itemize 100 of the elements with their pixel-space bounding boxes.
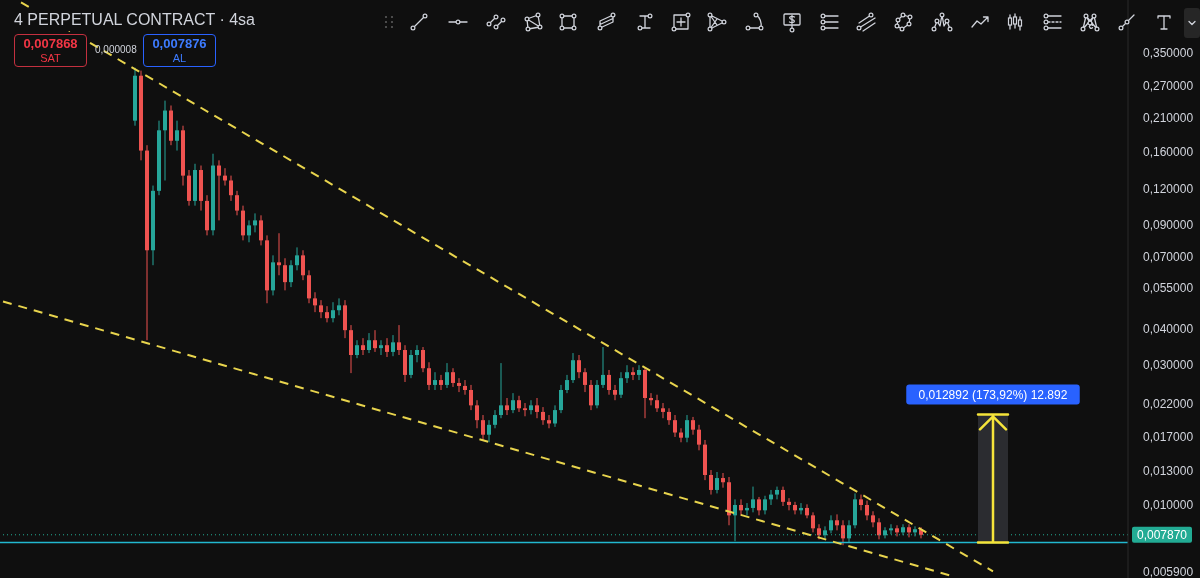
candlestick xyxy=(589,379,593,411)
candlestick xyxy=(793,501,797,515)
candlestick xyxy=(217,159,221,221)
candlestick xyxy=(487,419,491,443)
text: 4 PERPETUAL CONTRACT · 4sa xyxy=(10,9,259,31)
candlestick xyxy=(763,495,767,515)
candlestick xyxy=(409,349,413,379)
price-tag: 0,007870 xyxy=(1132,526,1192,543)
candlestick xyxy=(469,384,473,411)
candlestick xyxy=(553,404,557,428)
candlestick xyxy=(313,291,317,313)
y-tick-label: 0,013000 xyxy=(1143,464,1194,479)
candlestick xyxy=(805,503,809,519)
candlestick xyxy=(421,346,425,373)
candlestick xyxy=(637,364,641,381)
candlestick xyxy=(319,299,323,319)
candlestick xyxy=(739,498,743,516)
candlestick xyxy=(499,362,503,419)
candlestick xyxy=(685,414,689,443)
y-tick-label: 0,030000 xyxy=(1143,358,1194,373)
y-tick-label: 0,022000 xyxy=(1143,397,1194,412)
y-tick-label: 0,160000 xyxy=(1143,145,1194,160)
candlestick xyxy=(337,297,341,316)
candlestick xyxy=(859,494,863,511)
candlestick xyxy=(451,367,455,388)
candlestick xyxy=(289,259,293,288)
candlestick xyxy=(247,219,251,243)
candlestick xyxy=(583,367,587,393)
candlestick xyxy=(433,371,437,391)
candlestick xyxy=(559,384,563,414)
candlestick xyxy=(307,269,311,304)
candlestick xyxy=(577,354,581,379)
y-tick-label: 0,017000 xyxy=(1143,430,1194,445)
candlestick xyxy=(301,249,305,281)
candlestick xyxy=(571,352,575,384)
ref-line-label: 0,007870 xyxy=(1136,527,1188,542)
candlestick xyxy=(163,100,167,181)
candlestick xyxy=(517,395,521,413)
candlestick xyxy=(709,469,713,496)
candlestick xyxy=(379,339,383,356)
annotation: 0,007868 xyxy=(23,36,78,51)
candlestick xyxy=(415,344,419,363)
candlestick xyxy=(427,361,431,391)
candlestick xyxy=(631,366,635,381)
candlestick xyxy=(607,369,611,396)
candlestick xyxy=(391,334,395,357)
y-tick-label: 0,120000 xyxy=(1143,181,1194,196)
candlestick xyxy=(511,392,515,414)
candlestick xyxy=(385,337,389,358)
candlestick xyxy=(523,402,527,417)
candlestick xyxy=(463,379,467,396)
candlestick xyxy=(625,364,629,384)
buy-button: 0,007876 AL xyxy=(143,34,216,67)
candlestick xyxy=(529,399,533,415)
measure-tag: 0,012892 (173,92%) 12.892 xyxy=(906,384,1080,405)
annotation: 0,007876 xyxy=(152,36,207,51)
candlestick xyxy=(619,371,623,399)
candlestick xyxy=(601,346,605,389)
candlestick xyxy=(439,374,443,391)
y-tick-label: 0,010000 xyxy=(1143,497,1194,512)
candlestick xyxy=(547,414,551,429)
annotation: 0,012892 (173,92%) 12.892 xyxy=(918,387,1068,402)
candlestick xyxy=(259,214,263,246)
candlestick xyxy=(397,324,401,356)
candlestick xyxy=(679,427,683,443)
candlestick xyxy=(757,496,761,516)
candlestick xyxy=(229,175,233,202)
sell-button: 0,007868 SAT xyxy=(14,34,87,67)
y-tick-label: 0,040000 xyxy=(1143,321,1194,336)
candlestick xyxy=(865,500,869,521)
candlestick xyxy=(277,232,281,276)
candlestick xyxy=(457,377,461,393)
candlestick xyxy=(325,305,329,323)
candlestick xyxy=(253,212,257,233)
candlestick xyxy=(841,519,845,546)
candlestick xyxy=(655,394,659,413)
candlestick xyxy=(541,406,545,426)
candlestick xyxy=(715,471,719,494)
candlestick xyxy=(373,329,377,353)
candlestick xyxy=(721,472,725,489)
y-tick-label: 0,055000 xyxy=(1143,281,1194,296)
candlestick xyxy=(877,517,881,540)
y-tick-label: 0,210000 xyxy=(1143,110,1194,125)
candlestick xyxy=(895,524,899,537)
candlestick xyxy=(175,120,179,152)
candlestick xyxy=(493,409,497,429)
candlestick xyxy=(475,399,479,429)
candlestick xyxy=(505,397,509,416)
candlestick xyxy=(613,384,617,401)
candlestick xyxy=(445,362,449,389)
candlestick xyxy=(751,486,755,513)
candlestick xyxy=(811,511,815,533)
candlestick xyxy=(295,246,299,271)
candlestick xyxy=(697,424,701,451)
annotation: 0,000008 xyxy=(95,44,137,56)
candlestick xyxy=(661,402,665,419)
annotation: SAT xyxy=(40,51,61,65)
y-tick-label: 0,350000 xyxy=(1143,45,1194,60)
candlestick xyxy=(781,486,785,507)
y-tick-label: 0,005900 xyxy=(1143,564,1194,578)
